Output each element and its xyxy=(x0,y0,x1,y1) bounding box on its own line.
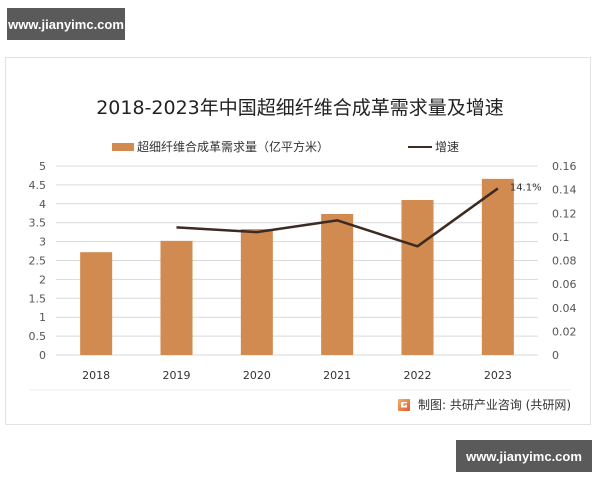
chart-legend: 超细纤维合成革需求量（亿平方米） 增速 xyxy=(0,138,600,156)
line-swatch-icon xyxy=(408,145,432,148)
watermark-badge-top: www.jianyimc.com xyxy=(7,8,125,40)
bar-swatch-icon xyxy=(112,142,134,151)
legend-item-demand: 超细纤维合成革需求量（亿平方米） xyxy=(112,138,329,155)
gongyan-logo-icon xyxy=(398,398,410,411)
legend-label-demand: 超细纤维合成革需求量（亿平方米） xyxy=(137,140,330,154)
source-label: 制图: 共研产业咨询 (共研网) xyxy=(418,398,572,412)
legend-item-growth: 增速 xyxy=(408,138,459,155)
watermark-badge-bottom: www.jianyimc.com xyxy=(456,440,592,472)
chart-title: 2018-2023年中国超细纤维合成革需求量及增速 xyxy=(96,97,504,119)
source-credit: 制图: 共研产业咨询 (共研网) xyxy=(398,396,571,413)
legend-label-growth: 增速 xyxy=(435,140,460,154)
